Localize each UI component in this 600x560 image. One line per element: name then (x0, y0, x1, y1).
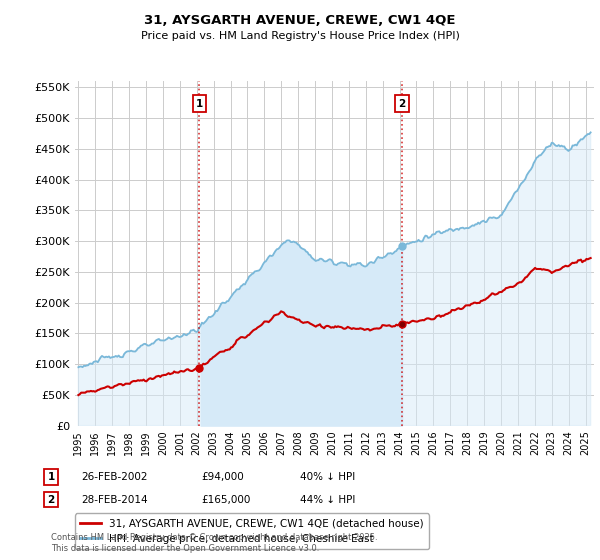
Text: 28-FEB-2014: 28-FEB-2014 (81, 494, 148, 505)
Text: £165,000: £165,000 (201, 494, 250, 505)
Text: 44% ↓ HPI: 44% ↓ HPI (300, 494, 355, 505)
Text: £94,000: £94,000 (201, 472, 244, 482)
Text: 2: 2 (47, 494, 55, 505)
Text: Price paid vs. HM Land Registry's House Price Index (HPI): Price paid vs. HM Land Registry's House … (140, 31, 460, 41)
Text: 40% ↓ HPI: 40% ↓ HPI (300, 472, 355, 482)
Text: 31, AYSGARTH AVENUE, CREWE, CW1 4QE: 31, AYSGARTH AVENUE, CREWE, CW1 4QE (144, 14, 456, 27)
Text: 1: 1 (47, 472, 55, 482)
Text: 2: 2 (398, 99, 406, 109)
Legend: 31, AYSGARTH AVENUE, CREWE, CW1 4QE (detached house), HPI: Average price, detach: 31, AYSGARTH AVENUE, CREWE, CW1 4QE (det… (75, 514, 429, 549)
Text: Contains HM Land Registry data © Crown copyright and database right 2025.
This d: Contains HM Land Registry data © Crown c… (51, 533, 377, 553)
Text: 26-FEB-2002: 26-FEB-2002 (81, 472, 148, 482)
Text: 1: 1 (196, 99, 203, 109)
